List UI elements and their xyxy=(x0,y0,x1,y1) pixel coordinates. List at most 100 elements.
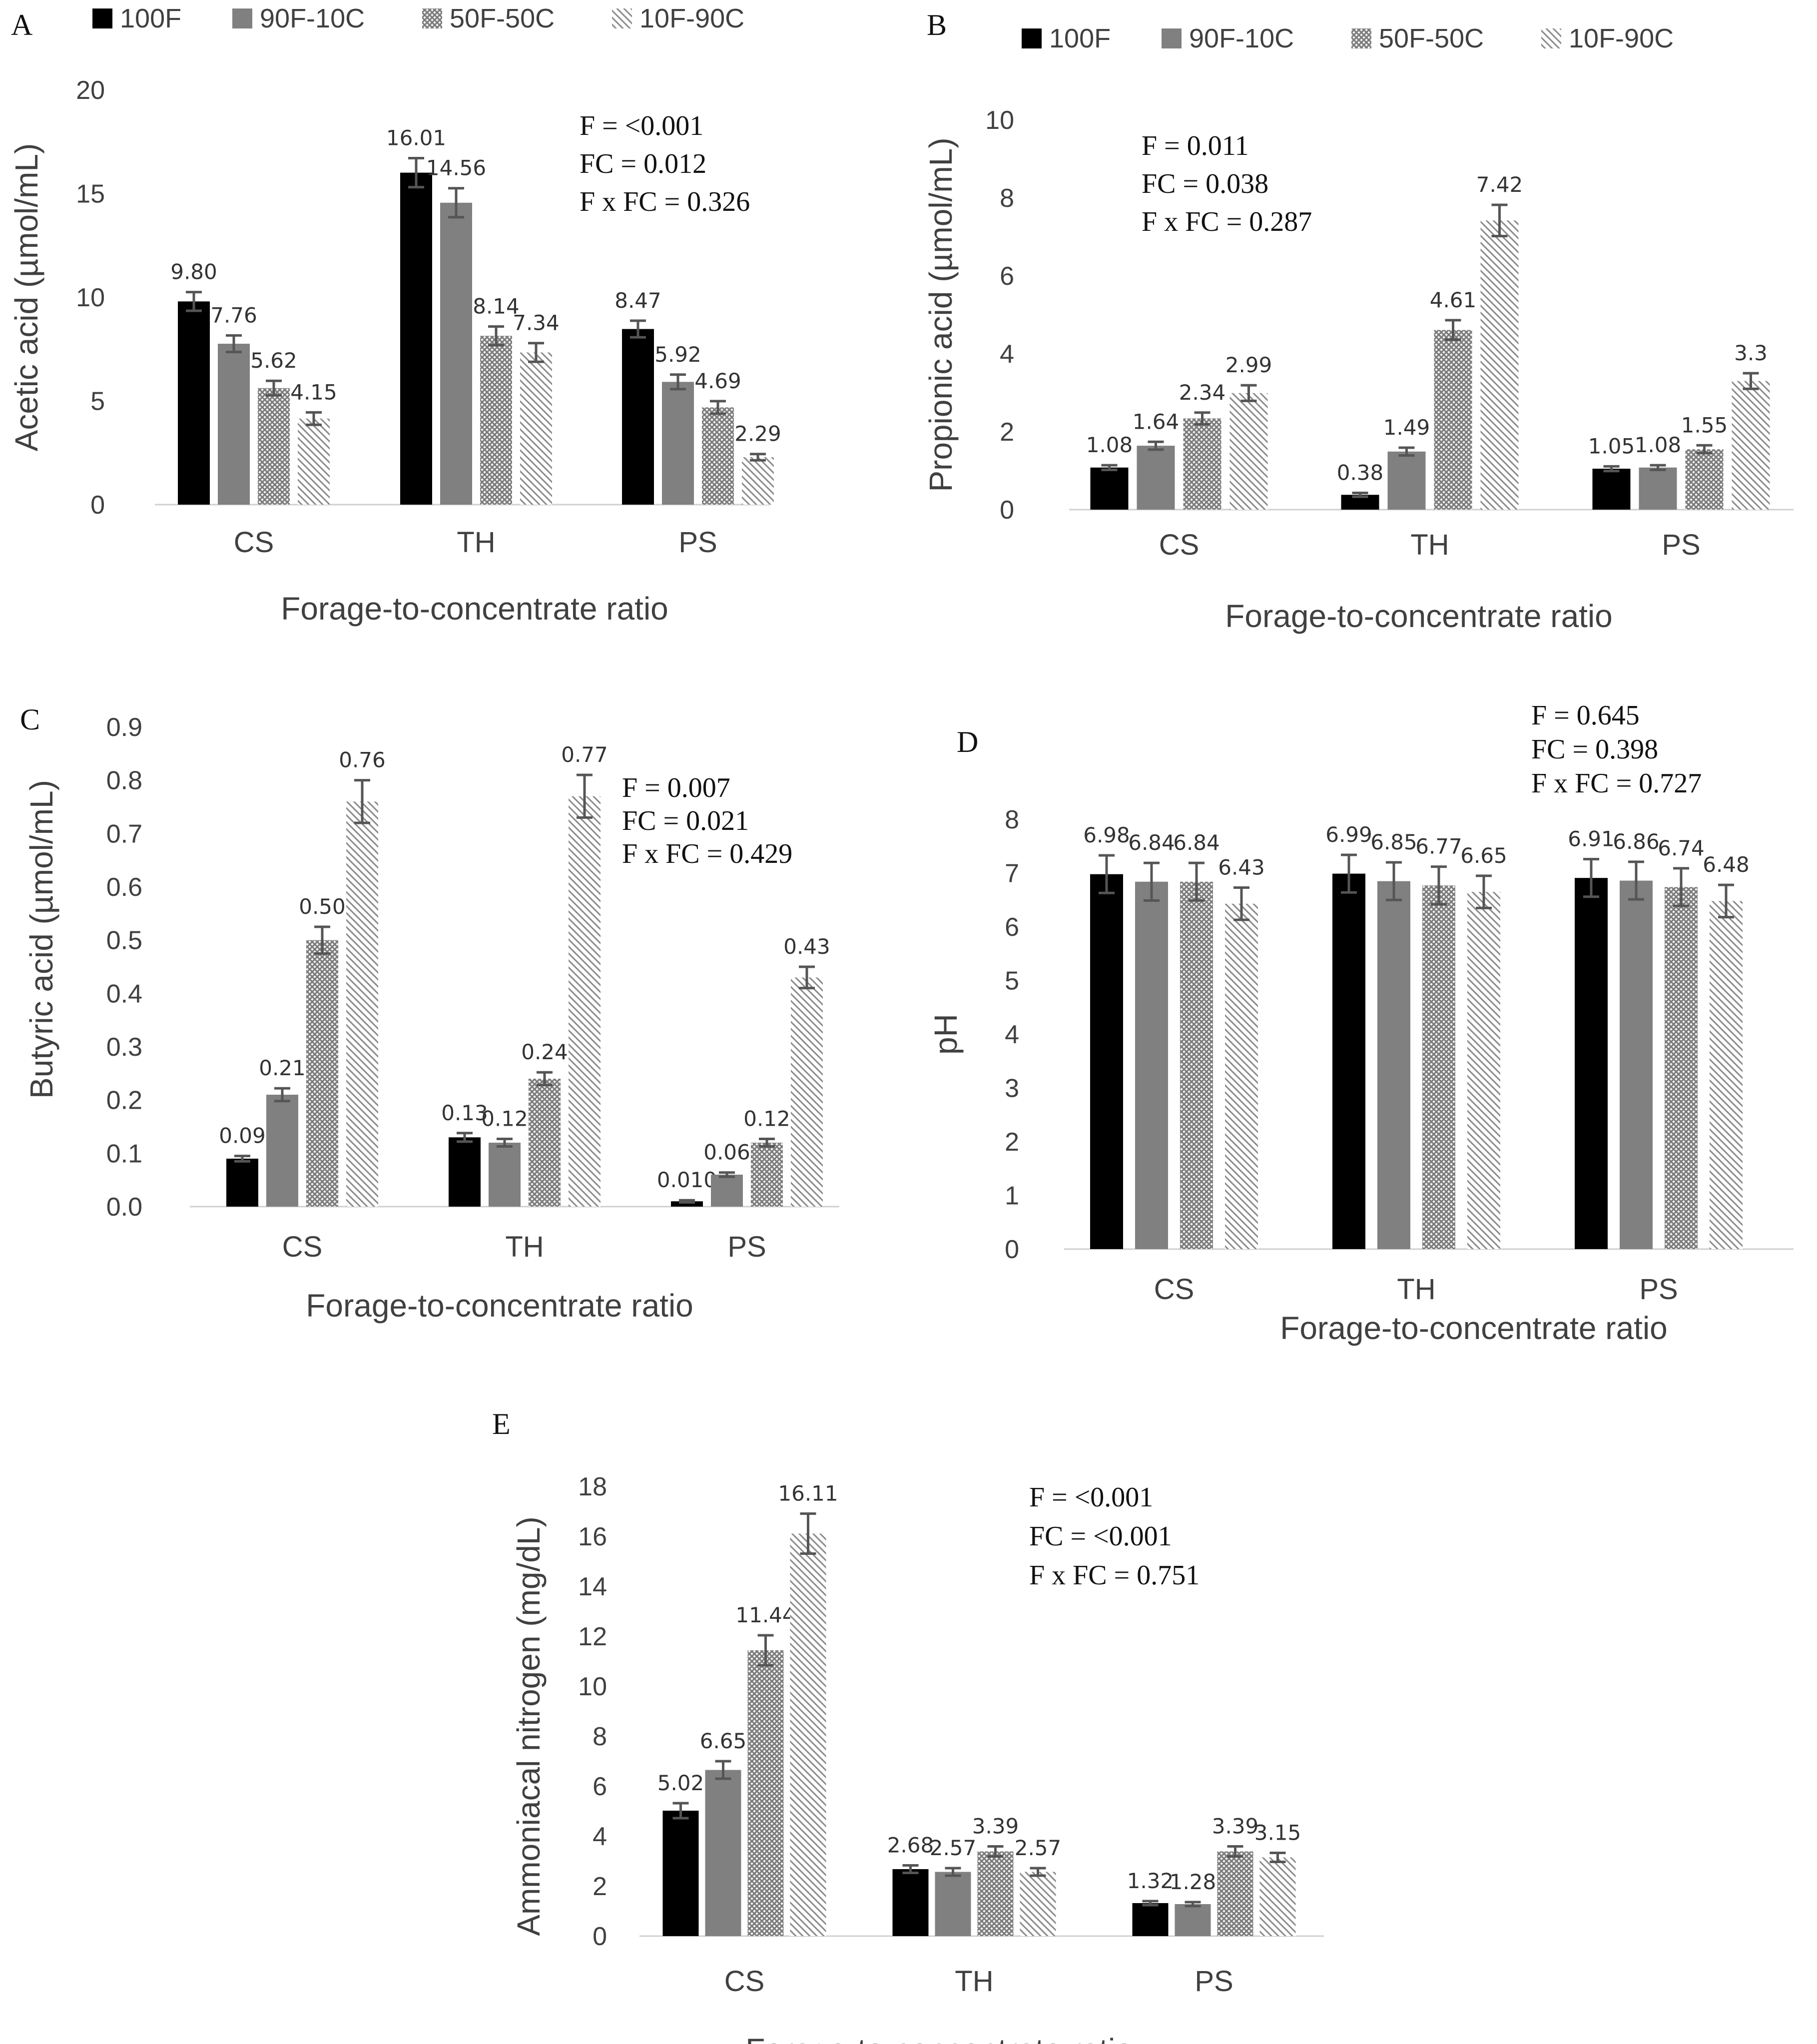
error-bar xyxy=(630,319,646,339)
panel-label-e: E xyxy=(492,1407,511,1440)
y-tick-label: 0.2 xyxy=(106,1086,142,1115)
y-tick-label: 0.6 xyxy=(106,873,142,902)
y-tick-label: 2 xyxy=(593,1872,607,1901)
data-label: 3.39 xyxy=(1212,1814,1259,1839)
error-bar xyxy=(1352,491,1368,498)
data-label: 16.11 xyxy=(778,1481,838,1506)
data-label: 1.05 xyxy=(1588,434,1635,458)
data-label: 6.65 xyxy=(1460,843,1507,868)
error-bar xyxy=(1148,440,1164,451)
legend-swatch xyxy=(612,8,632,28)
error-bar xyxy=(1431,865,1447,906)
legend: 100F 90F-10C 50F-50C 10F-90C xyxy=(1022,23,1674,53)
error-bar xyxy=(537,1071,553,1087)
bar-90f-10c-cs xyxy=(266,1095,298,1207)
bar-10f-90c-ps xyxy=(742,457,774,505)
error-bar xyxy=(1445,319,1461,341)
bar-100f-th xyxy=(1332,873,1365,1249)
data-label: 6.84 xyxy=(1128,830,1175,855)
legend-label: 10F-90C xyxy=(639,3,744,33)
error-bar xyxy=(750,453,766,462)
error-bar xyxy=(1718,883,1734,919)
y-tick-label: 7 xyxy=(1005,859,1019,888)
data-label: 4.69 xyxy=(694,369,741,393)
stats-annotation: F x FC = 0.326 xyxy=(580,186,750,217)
bar-10f-90c-cs xyxy=(346,801,378,1207)
error-bar xyxy=(719,1171,735,1178)
data-label: 0.12 xyxy=(481,1107,528,1131)
error-bar xyxy=(1240,384,1257,402)
bar-90f-10c-ps xyxy=(1620,880,1653,1249)
y-tick-label: 6 xyxy=(1000,262,1014,291)
bar-10f-90c-cs xyxy=(790,1533,826,1936)
bar-10f-90c-cs xyxy=(1225,903,1258,1249)
y-tick-label: 16 xyxy=(578,1522,607,1551)
panel-label-a: A xyxy=(11,8,32,41)
data-label: 11.44 xyxy=(735,1603,795,1627)
error-bar xyxy=(266,379,282,397)
error-bar xyxy=(1398,446,1415,457)
data-label: 8.47 xyxy=(614,288,661,313)
category-label-cs: CS xyxy=(724,1965,765,1998)
y-tick-label: 5 xyxy=(90,387,105,416)
error-bar xyxy=(800,1512,816,1555)
data-label: 0.50 xyxy=(299,894,346,919)
error-bar xyxy=(186,291,202,312)
y-tick-label: 0.1 xyxy=(106,1139,142,1168)
error-bar xyxy=(672,1802,689,1820)
error-bar xyxy=(945,1867,961,1877)
category-label-th: TH xyxy=(955,1965,993,1998)
chart-panel-d: 0123456786.986.846.846.43CS6.996.856.776… xyxy=(928,700,1794,1346)
bar-50f-50c-cs xyxy=(306,940,338,1207)
data-label: 1.28 xyxy=(1170,1870,1216,1894)
data-label: 6.65 xyxy=(700,1729,747,1753)
stats-annotation: F = 0.011 xyxy=(1142,130,1249,161)
bar-100f-th xyxy=(892,1869,929,1936)
bar-90f-10c-ps xyxy=(711,1175,743,1207)
y-tick-label: 10 xyxy=(578,1672,607,1701)
y-tick-label: 0 xyxy=(1005,1235,1019,1264)
error-bar xyxy=(1491,203,1508,237)
legend-swatch xyxy=(1351,28,1371,48)
category-label-th: TH xyxy=(1397,1273,1435,1306)
error-bar xyxy=(1233,886,1249,921)
error-bar xyxy=(710,400,726,415)
bar-10f-90c-cs xyxy=(1229,393,1268,510)
data-label: 2.34 xyxy=(1179,380,1226,405)
y-axis-title: Propionic acid (µmol/mL) xyxy=(923,137,959,492)
legend-label: 90F-10C xyxy=(1189,23,1294,53)
chart-panel-b: 100F 90F-10C 50F-50C 10F-90C02468101.081.64… xyxy=(923,23,1794,634)
bar-50f-50c-ps xyxy=(751,1143,783,1207)
error-bar xyxy=(274,1087,290,1103)
error-bar xyxy=(1603,465,1620,473)
bar-100f-ps xyxy=(1132,1903,1169,1936)
data-label: 8.14 xyxy=(473,294,520,319)
data-label: 0.13 xyxy=(441,1101,488,1125)
data-label: 3.3 xyxy=(1734,341,1768,365)
stats-annotation: FC = 0.012 xyxy=(580,148,706,179)
stats-annotation: F x FC = 0.429 xyxy=(622,838,792,869)
y-tick-label: 4 xyxy=(1005,1020,1019,1049)
bar-100f-cs xyxy=(1090,467,1129,510)
y-tick-label: 3 xyxy=(1005,1074,1019,1103)
category-label-cs: CS xyxy=(282,1231,323,1263)
bar-90f-10c-cs xyxy=(1135,881,1168,1249)
y-tick-label: 12 xyxy=(578,1622,607,1651)
bar-50f-50c-th xyxy=(529,1079,561,1207)
error-bar xyxy=(1583,858,1599,898)
error-bar xyxy=(1696,444,1713,455)
legend-label: 100F xyxy=(1049,23,1111,53)
error-bar xyxy=(1101,464,1118,471)
x-axis-title: Forage-to-concentrate ratio xyxy=(1225,598,1613,634)
category-label-ps: PS xyxy=(727,1231,766,1263)
error-bar xyxy=(314,925,330,955)
data-label: 6.99 xyxy=(1325,822,1372,847)
panel-label-c: C xyxy=(20,703,40,736)
x-axis-title: Forage-to-concentrate ratio xyxy=(306,1288,693,1324)
y-tick-label: 1 xyxy=(1005,1182,1019,1211)
stats-annotation: FC = 0.021 xyxy=(622,805,749,836)
error-bar xyxy=(1099,854,1115,894)
bar-50f-50c-ps xyxy=(1217,1851,1253,1936)
bar-100f-th xyxy=(400,172,432,505)
error-bar xyxy=(497,1138,513,1148)
